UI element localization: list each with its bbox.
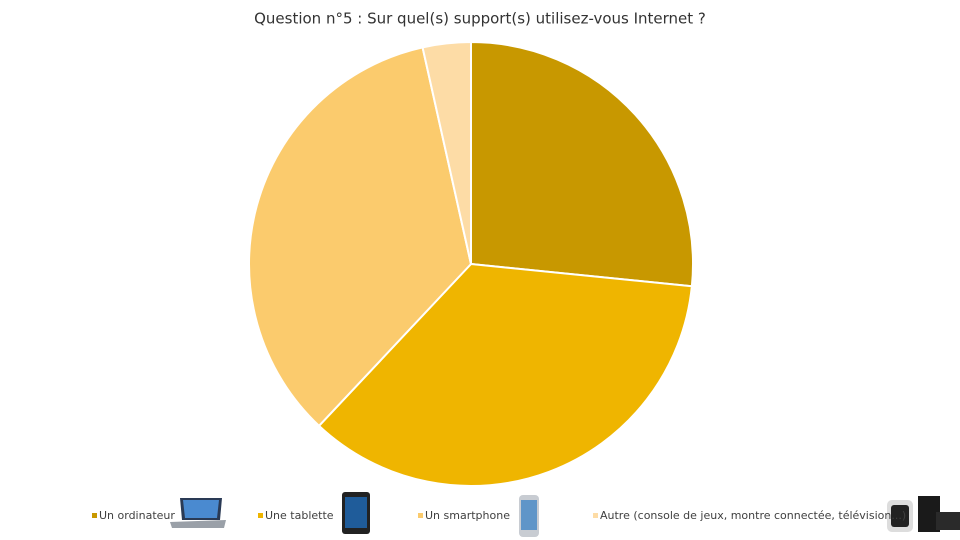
legend-label: Autre (console de jeux, montre connectée… [600, 509, 906, 522]
laptop-icon [170, 498, 226, 528]
legend-label: Un ordinateur [99, 509, 175, 522]
legend-swatch [92, 513, 97, 518]
chart-title: Question n°5 : Sur quel(s) support(s) ut… [254, 10, 706, 28]
legend-swatch [418, 513, 423, 518]
console-icon [887, 496, 960, 532]
legend-label: Un smartphone [425, 509, 510, 522]
legend-swatch [258, 513, 263, 518]
legend-swatch [593, 513, 598, 518]
tablet-icon [342, 492, 370, 534]
smartphone-icon [519, 495, 539, 537]
legend-label: Une tablette [265, 509, 334, 522]
pie-slice [248, 46, 473, 428]
legend-icons [170, 492, 960, 537]
pie-slice [470, 40, 694, 288]
pie-slice [421, 40, 472, 265]
pie-slice [317, 262, 693, 487]
